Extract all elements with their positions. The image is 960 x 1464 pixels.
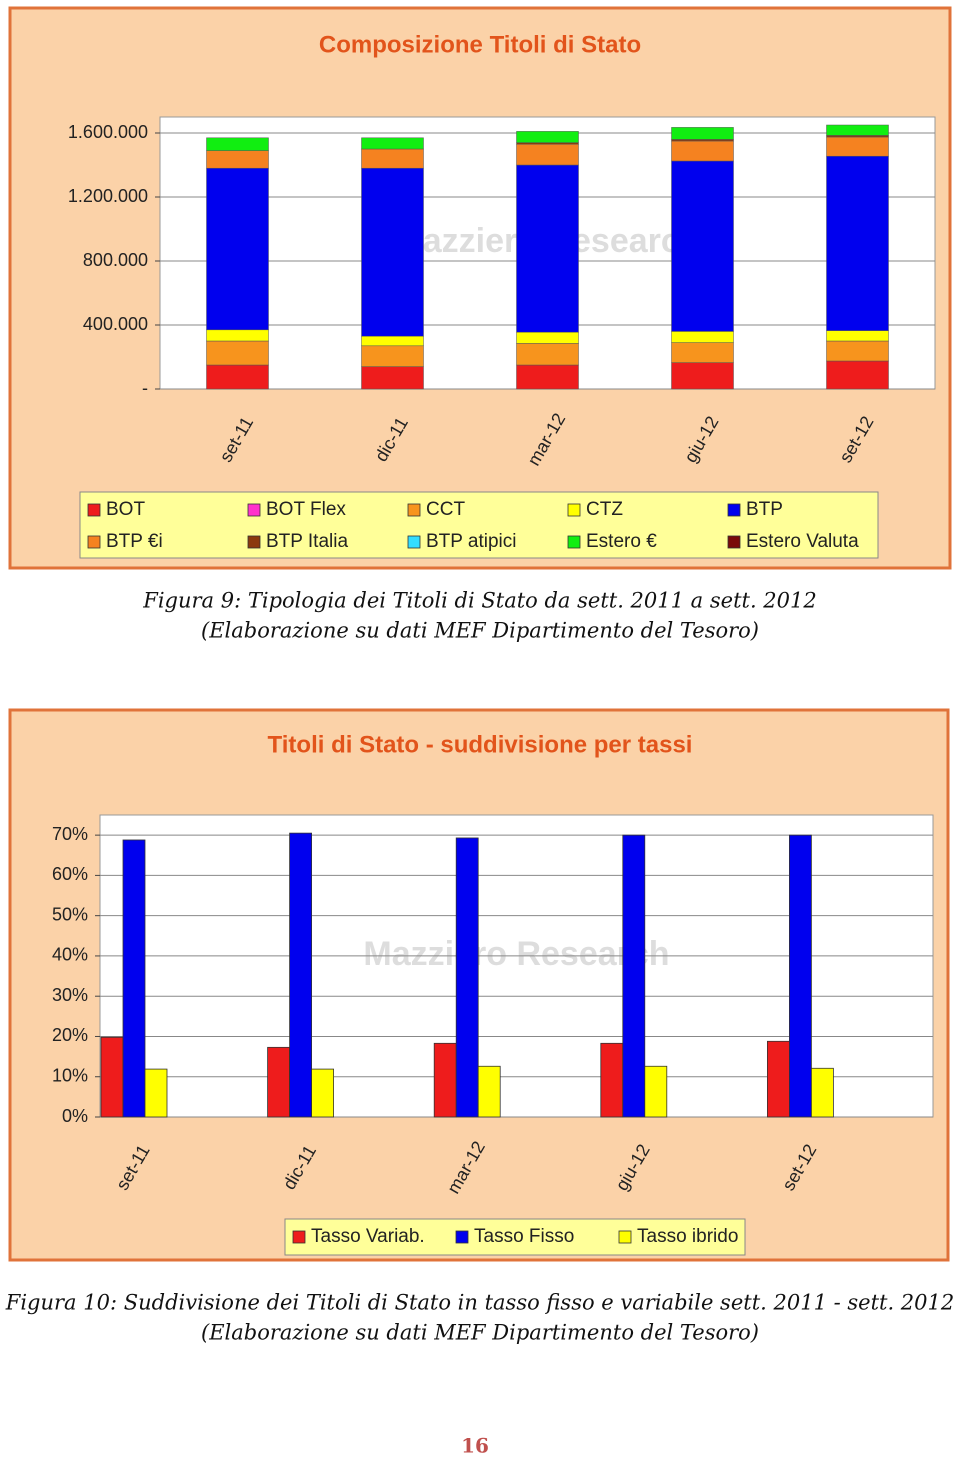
legend-label: BOT Flex [266,499,346,520]
bar-segment [206,167,269,331]
legend-swatch [87,503,101,517]
chart-title: Titoli di Stato - suddivisione per tassi [268,731,693,758]
legend-label: CTZ [586,499,623,520]
legend-label: Tasso ibrido [637,1226,738,1247]
bar-segment [516,143,579,166]
bar-segment [826,155,889,331]
bar-segment [361,366,424,390]
y-tick-label: 1.600.000 [68,122,148,142]
bar-segment [671,331,734,343]
y-tick-label: 50% [52,904,88,924]
bar-segment [826,124,889,136]
legend-swatch [567,535,581,549]
bar-segment [206,329,269,342]
legend-label: BTP [746,499,783,520]
y-tick-label: 0% [62,1106,88,1126]
bar-segment [361,137,424,150]
caption: Figura 9: Tipologia dei Titoli di Stato … [142,589,817,613]
y-tick-label: 40% [52,945,88,965]
chart-title: Composizione Titoli di Stato [319,31,641,58]
bar [100,1036,124,1118]
bar-segment [206,137,269,151]
bar [811,1067,834,1118]
legend-swatch [727,535,741,549]
bar [789,834,812,1118]
page-number: 16 [461,1434,489,1458]
legend-swatch [292,1230,306,1244]
logo: Mazziero Research [363,935,669,973]
caption: (Elaborazione su dati MEF Dipartimento d… [201,619,759,643]
y-tick-label: - [142,378,148,398]
y-tick-label: 70% [52,824,88,844]
legend-swatch [727,503,741,517]
bar-segment [361,167,424,337]
y-tick-label: 800.000 [83,250,148,270]
legend-swatch [455,1230,469,1244]
bar [267,1046,291,1118]
legend [79,491,879,559]
legend-label: Estero Valuta [746,531,859,552]
bar-segment [516,364,579,390]
legend-label: Tasso Fisso [474,1226,574,1247]
bar-segment [516,164,579,333]
bar-segment [671,362,734,390]
y-tick-label: 20% [52,1025,88,1045]
bar [311,1068,335,1118]
bar-segment [826,330,889,342]
bar-segment [361,148,424,169]
legend-swatch [407,503,421,517]
legend-label: BTP Italia [266,531,348,552]
legend-swatch [567,503,581,517]
bar [600,1042,624,1118]
legend-label: Estero € [586,531,657,552]
bar-segment [671,140,734,162]
legend-label: BTP €i [106,531,163,552]
bar [767,1040,790,1118]
bar-segment [206,150,269,169]
bar-segment [516,343,579,366]
bar-segment [516,131,579,143]
bar [455,837,479,1118]
legend [284,1218,746,1256]
y-tick-label: 60% [52,864,88,884]
legend-swatch [618,1230,632,1244]
bar-segment [671,160,734,332]
bar [622,834,646,1118]
legend-label: BOT [106,499,145,520]
legend-label: Tasso Variab. [311,1226,425,1247]
bar-segment [826,340,889,362]
legend-swatch [87,535,101,549]
bar-segment [826,136,889,157]
bar-segment [206,364,269,390]
bar-segment [206,340,269,366]
y-tick-label: 10% [52,1065,88,1085]
legend-swatch [247,535,261,549]
bar-segment [361,345,424,367]
legend-label: BTP atipici [426,531,516,552]
bar [477,1065,501,1118]
bar-segment [361,335,424,347]
bar-segment [671,342,734,363]
caption: (Elaborazione su dati MEF Dipartimento d… [201,1321,759,1345]
bar [122,839,146,1118]
bar-segment [826,360,889,390]
y-tick-label: 400.000 [83,314,148,334]
legend-swatch [247,503,261,517]
y-tick-label: 30% [52,985,88,1005]
bar-segment [671,127,734,140]
bar [289,832,313,1118]
legend-label: CCT [426,499,465,520]
bar-segment [516,331,579,344]
legend-swatch [407,535,421,549]
bar [433,1042,457,1118]
y-tick-label: 1.200.000 [68,186,148,206]
bar [144,1068,168,1118]
bar [644,1065,668,1118]
caption: Figura 10: Suddivisione dei Titoli di St… [5,1291,955,1315]
